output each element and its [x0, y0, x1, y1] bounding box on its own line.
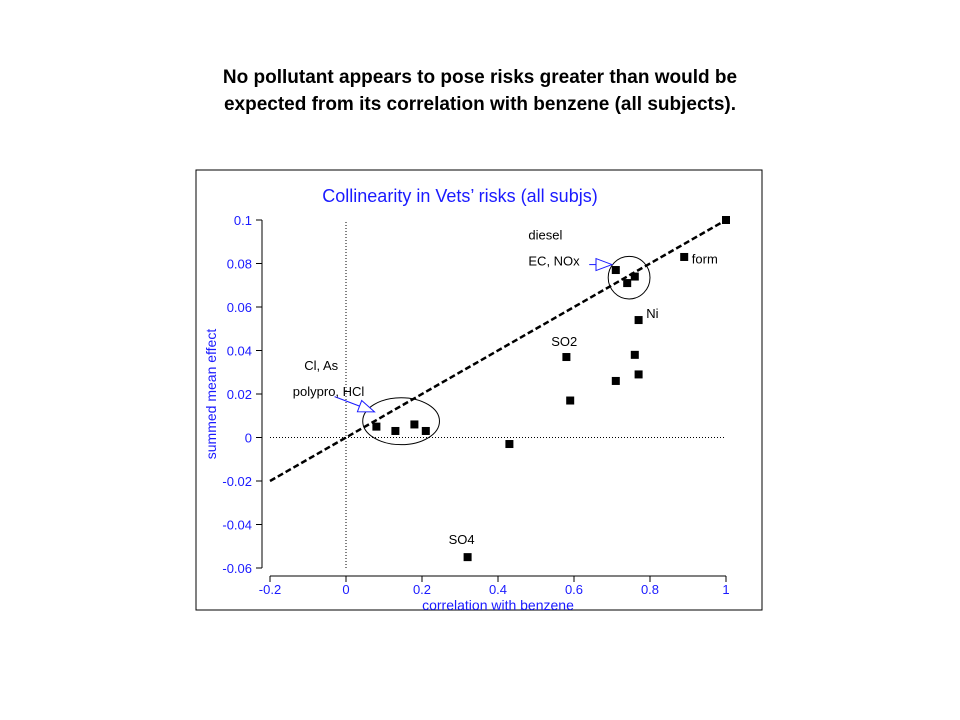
point-annotation: polypro, HCl [293, 384, 365, 399]
point-annotation: EC, NOx [528, 254, 580, 269]
chart-frame [195, 169, 763, 611]
data-point [630, 350, 639, 359]
data-point [611, 266, 620, 275]
data-point [421, 426, 430, 435]
data-point [630, 272, 639, 281]
point-annotation: Ni [646, 306, 658, 321]
cluster-circle [362, 397, 440, 446]
y-tick-label: 0.04 [227, 344, 252, 359]
data-point [562, 353, 571, 362]
data-point [722, 216, 730, 224]
y-tick-label: -0.06 [222, 561, 252, 576]
data-point [623, 279, 632, 288]
annotation-arrow-head [356, 399, 376, 413]
annotation-arrow-head [595, 257, 614, 272]
point-annotation: SO2 [551, 334, 577, 349]
point-annotation: SO4 [449, 532, 475, 547]
y-axis-label: summed mean effect [203, 329, 219, 460]
data-point [410, 420, 419, 429]
y-tick-label: -0.02 [222, 474, 252, 489]
point-annotation: form [692, 252, 718, 267]
data-point [391, 426, 400, 435]
x-tick-label: 1 [722, 582, 729, 597]
x-tick-label: 0.4 [489, 582, 507, 597]
y-tick-label: 0.1 [234, 213, 252, 228]
x-tick-label: 0.8 [641, 582, 659, 597]
data-point [611, 376, 620, 385]
x-tick-label: 0 [342, 582, 349, 597]
fit-line [269, 218, 727, 483]
annotation-arrow-shaft [334, 396, 360, 407]
y-tick-label: 0.08 [227, 257, 252, 272]
data-point [634, 316, 643, 325]
x-tick-label: 0.6 [565, 582, 583, 597]
data-point [634, 370, 643, 379]
y-tick-label: -0.04 [222, 518, 252, 533]
cluster-circle [607, 255, 651, 300]
y-tick-label: 0.06 [227, 300, 252, 315]
data-point [566, 396, 575, 405]
slide-heading-line-1: No pollutant appears to pose risks great… [222, 67, 738, 88]
chart-title: Collinearity in Vets’ risks (all subjs) [322, 186, 597, 206]
x-tick-label: -0.2 [259, 582, 281, 597]
slide-heading: No pollutant appears to pose risks great… [100, 64, 860, 118]
x-axis-label: correlation with benzene [422, 597, 574, 613]
data-point [680, 252, 689, 261]
y-tick-label: 0 [245, 431, 252, 446]
point-annotation: diesel [528, 228, 562, 243]
data-point [372, 422, 381, 431]
plot-area: -0.06 -0.04 -0.02 0 0.02 0.04 0.06 0.08 0.1 -0.2 0… [222, 213, 730, 597]
point-annotation: Cl, As [304, 358, 338, 373]
x-tick-label: 0.2 [413, 582, 431, 597]
y-tick-label: 0.02 [227, 387, 252, 402]
slide-heading-line-2: expected from its correlation with benze… [223, 94, 737, 115]
data-point [505, 440, 514, 449]
data-point [463, 553, 472, 562]
